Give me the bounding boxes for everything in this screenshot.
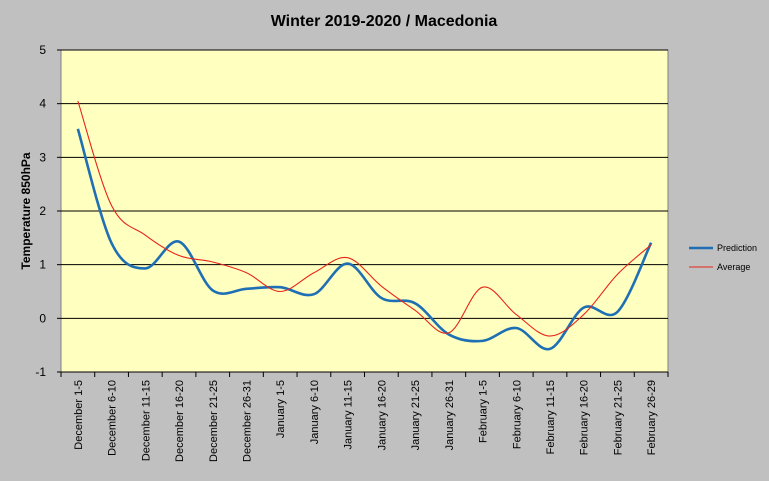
x-tick-label: February 21-25 [612,380,624,455]
x-tick-label: December 21-25 [208,380,220,462]
x-axis-ticks: December 1-5 December 6-10 December 11-15 D… [60,372,669,462]
x-tick-label: January 21-25 [410,380,422,450]
x-tick-label: January 26-31 [444,380,456,450]
y-tick-label: 4 [39,97,46,111]
x-tick-label: December 1-5 [73,380,85,450]
x-tick-label: December 11-15 [140,380,152,461]
legend-label-average: Average [717,262,750,272]
y-tick-label: 0 [39,311,46,325]
y-tick-label: 2 [39,204,46,218]
x-tick-label: December 26-31 [241,380,253,462]
series-line-average [77,100,652,337]
x-tick-label: February 1-5 [478,380,490,443]
x-tick-label: December 16-20 [174,380,186,462]
y-axis-ticks: -1 0 1 2 3 4 5 [35,43,61,379]
y-tick-label: 1 [39,258,46,272]
legend: Prediction Average [689,243,757,272]
x-tick-label: December 6-10 [107,380,119,456]
x-tick-label: February 26-29 [646,380,658,455]
x-tick-label: February 11-15 [545,380,557,454]
x-tick-label: January 11-15 [343,380,355,450]
grid-lines [61,49,668,373]
y-tick-label: 5 [39,43,46,57]
x-tick-label: January 6-10 [309,380,321,444]
x-tick-label: February 6-10 [511,380,523,449]
x-tick-label: January 1-5 [275,380,287,438]
legend-label-prediction: Prediction [717,243,757,253]
series-layer [76,100,653,351]
series-line-prediction [76,128,653,351]
x-tick-label: January 16-20 [376,380,388,450]
x-tick-label: February 16-20 [579,380,591,455]
chart-title: Winter 2019-2020 / Macedonia [271,13,498,30]
y-tick-label: 3 [39,150,46,164]
y-tick-label: -1 [35,365,46,379]
y-axis-label: Temperature 850hPa [19,152,33,269]
